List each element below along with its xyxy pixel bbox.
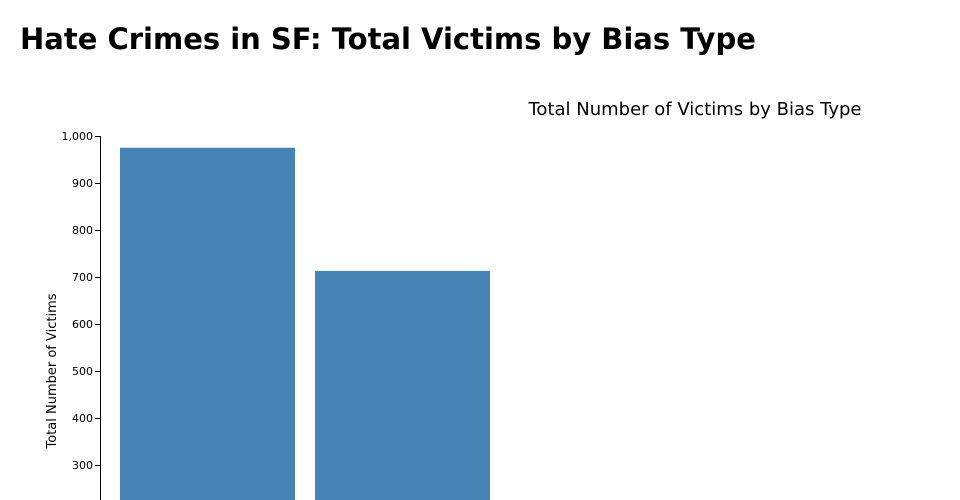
y-tick-label: 300: [72, 459, 93, 472]
y-tick-label: 400: [72, 412, 93, 425]
y-tick-label: 800: [72, 224, 93, 237]
bar: [120, 147, 295, 500]
y-tick-label: 600: [72, 318, 93, 331]
y-axis: 300 400 500 600 700 800 900 1,000: [62, 130, 101, 500]
y-axis-title: Total Number of Victims: [45, 293, 60, 449]
chart-title: Total Number of Victims by Bias Type: [528, 99, 862, 120]
page-title: Hate Crimes in SF: Total Victims by Bias…: [20, 22, 756, 56]
y-tick-label: 500: [72, 365, 93, 378]
bars: [120, 147, 490, 500]
y-tick-label: 900: [72, 177, 93, 190]
y-tick-label: 700: [72, 271, 93, 284]
bar: [315, 270, 490, 500]
y-tick-label: 1,000: [62, 130, 94, 143]
